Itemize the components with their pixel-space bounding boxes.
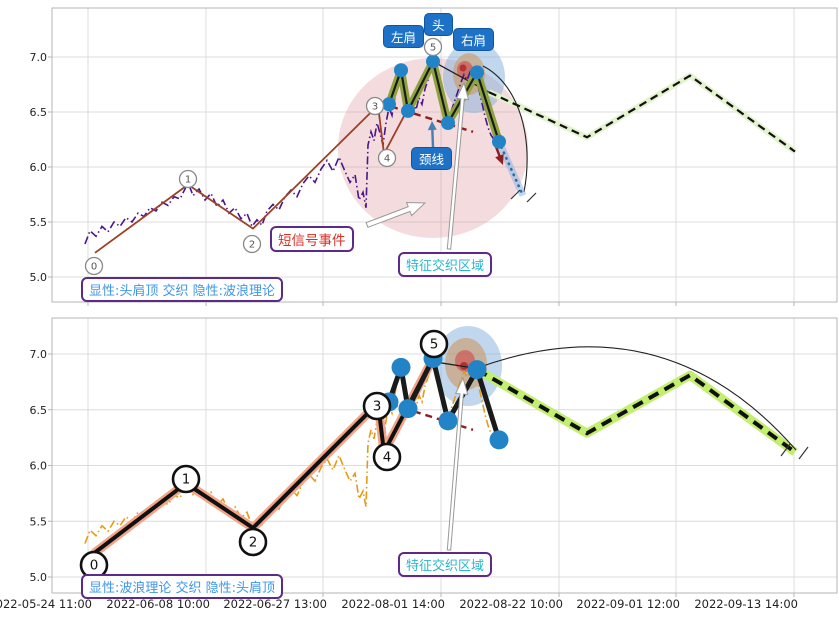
end-bracket-tick [526, 192, 537, 203]
wave-number-circle [419, 329, 449, 359]
hs-vertex-dot [441, 116, 455, 130]
panel-caption-top: 显性:头肩顶 交织 隐性:波浪理论 [81, 277, 284, 302]
wave-number-circle [372, 442, 402, 472]
hs-vertex-dot [398, 399, 418, 419]
x-tick-label: 2022-08-01 14:00 [341, 597, 445, 611]
forecast-glow [474, 365, 798, 456]
annotation-arc [476, 346, 797, 451]
wave-number-circle [423, 37, 443, 57]
wave-line [93, 357, 435, 555]
wave-number-label: 0 [91, 262, 97, 273]
forecast-glow [487, 72, 797, 155]
feature-region-box-bottom: 特征交织区域 [398, 552, 493, 577]
annotation-arc [482, 65, 528, 193]
wave-number-label: 4 [383, 450, 392, 466]
end-bracket-tick [798, 446, 809, 460]
x-tick-label: 2022-05-24 11:00 [0, 597, 92, 611]
forecast-dashed-line [475, 367, 797, 454]
hs-vertex-dot [426, 54, 440, 69]
x-tick-label: 2022-08-22 10:00 [459, 597, 563, 611]
y-tick-label: 5.0 [30, 271, 48, 284]
wave-number-circle [362, 391, 392, 421]
feature-region-box-top: 特征交织区域 [398, 252, 493, 277]
axis-spine [51, 7, 838, 303]
hs-vertex-dot [467, 360, 487, 380]
y-tick-label: 6.5 [30, 404, 48, 417]
target-ellipse [459, 64, 467, 72]
y-tick-label: 5.0 [30, 571, 48, 584]
breakdown-arrow [493, 143, 504, 165]
wave-number-label: 2 [249, 535, 258, 551]
y-tick-label: 6.0 [30, 161, 48, 174]
y-tick-label: 7.0 [30, 348, 48, 361]
wave-number-circle [178, 169, 198, 189]
y-tick-label: 6.5 [30, 106, 48, 119]
hs-vertex-dot [391, 357, 411, 377]
wave-number-circle [84, 256, 104, 276]
left-shoulder-tag: 左肩 [383, 25, 425, 48]
hs-vertex-dot [438, 411, 458, 431]
wave-number-label: 3 [373, 399, 382, 415]
white-annotation-arrow [446, 81, 470, 250]
short-signal-event-box: 短信号事件 [270, 226, 354, 252]
x-tick-label: 2022-06-27 13:00 [223, 597, 327, 611]
end-bracket-tick [780, 443, 791, 457]
wave-number-circle [238, 527, 268, 557]
wave-number-label: 5 [430, 43, 436, 54]
hs-vertex-dot [394, 63, 408, 78]
wave-number-circle [377, 148, 397, 168]
neckline-pointer-arrow [427, 121, 437, 147]
wave-number-label: 1 [182, 472, 191, 488]
wave-number-circle [365, 96, 385, 116]
wave-line [94, 60, 434, 254]
hs-vertex-dot [401, 103, 415, 118]
wave-number-label: 5 [430, 337, 439, 353]
right-shoulder-tag: 右肩 [453, 28, 495, 51]
y-tick-label: 7.0 [30, 51, 48, 64]
wave-number-label: 2 [249, 240, 255, 251]
x-tick-label: 2022-09-13 14:00 [694, 597, 798, 611]
hs-vertex-dot [470, 65, 484, 80]
wave-number-circle [242, 234, 262, 254]
hs-vertex-dot [492, 134, 506, 149]
y-tick-label: 5.5 [30, 216, 48, 229]
end-bracket-tick [510, 189, 521, 200]
y-tick-label: 6.0 [30, 460, 48, 473]
head-tag: 头 [424, 13, 453, 36]
drop-dotted-line [497, 140, 525, 197]
y-tick-label: 5.5 [30, 515, 48, 528]
white-annotation-arrow [446, 376, 469, 551]
wave-number-circle [171, 464, 201, 494]
wave-number-label: 0 [90, 558, 99, 574]
wave-number-label: 4 [384, 154, 390, 165]
hs-vertex-dot [382, 97, 396, 112]
x-tick-label: 2022-09-01 12:00 [576, 597, 680, 611]
x-tick-label: 2022-06-08 10:00 [106, 597, 210, 611]
wave-number-label: 3 [372, 102, 378, 113]
hs-vertex-dot [489, 430, 509, 450]
forecast-dashed-line [488, 74, 796, 153]
neckline-tag: 颈线 [411, 147, 453, 170]
panel-caption-bottom: 显性:波浪理论 交织 隐性:头肩顶 [81, 574, 284, 599]
white-annotation-arrow [365, 201, 427, 228]
axis-spine [51, 317, 838, 594]
wave-number-label: 1 [185, 175, 191, 186]
